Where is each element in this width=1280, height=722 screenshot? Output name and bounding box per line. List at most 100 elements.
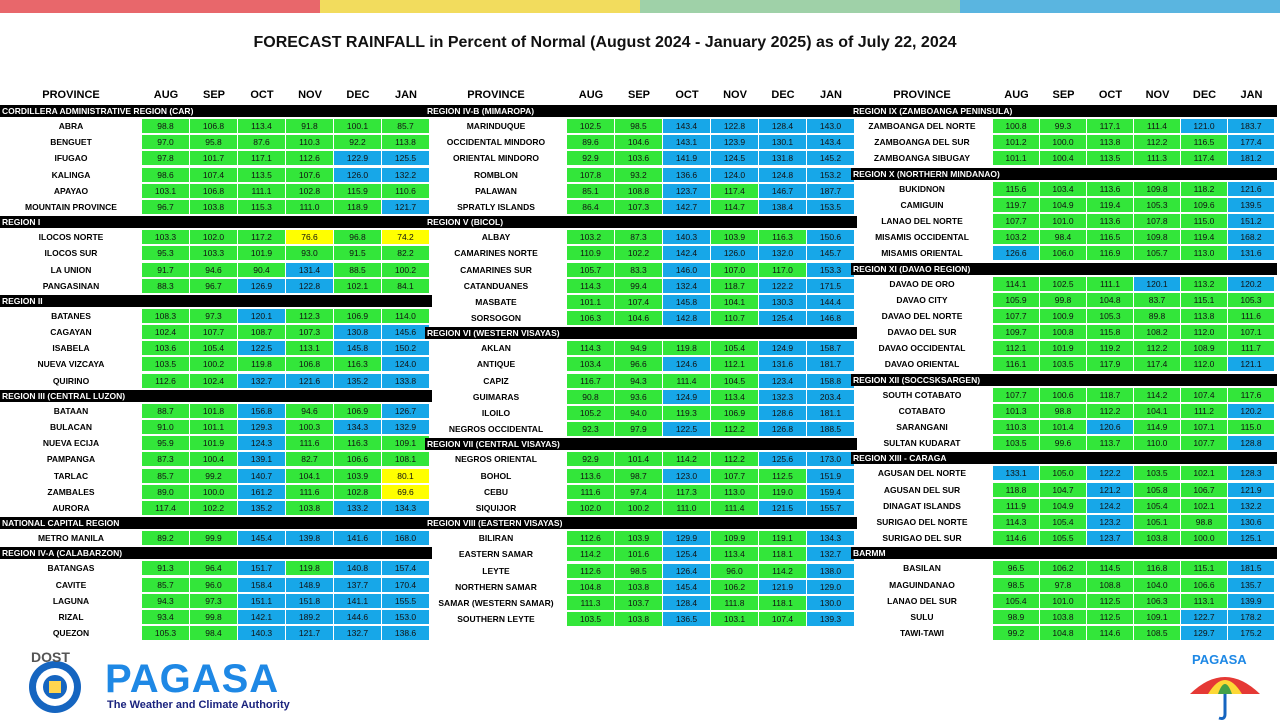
- rainfall-cell-oct: 143.4: [663, 119, 710, 133]
- rainfall-cell-nov: 76.6: [286, 230, 333, 245]
- rainfall-cell-dec: 118.1: [759, 595, 806, 610]
- rainfall-cell-oct: 111.1: [1087, 276, 1133, 291]
- rainfall-cell-oct: 119.2: [1087, 341, 1133, 356]
- rainfall-cell-dec: 111.2: [1181, 403, 1227, 418]
- rainfall-cell-dec: 118.9: [334, 199, 381, 214]
- rainfall-cell-sep: 108.8: [615, 183, 662, 198]
- rainfall-cell-sep: 100.2: [190, 357, 237, 372]
- rainfall-cell-jan: 150.6: [807, 230, 854, 245]
- rainfall-cell-jan: 132.9: [382, 420, 429, 434]
- province-name: ZAMBALES: [47, 486, 95, 497]
- rainfall-cell-sep: 100.0: [1040, 135, 1086, 150]
- province-name: PAMPANGA: [46, 454, 96, 465]
- table-row: MAGUINDANAO 98.5 97.8 108.8 104.0 106.6 135.7: [851, 577, 1277, 592]
- table-row: ZAMBOANGA SIBUGAY 101.1 100.4 113.5 111.3 117…: [851, 151, 1277, 166]
- rainfall-cell-sep: 100.9: [1040, 308, 1086, 323]
- province-name: ILOILO: [481, 408, 511, 418]
- rainfall-cell-nov: 124.0: [711, 167, 758, 182]
- rainfall-cell-sep: 96.6: [615, 357, 662, 372]
- rainfall-cell-aug: 126.6: [993, 246, 1039, 261]
- rainfall-cell-aug: 98.5: [993, 577, 1039, 592]
- rainfall-cell-aug: 95.3: [142, 246, 189, 261]
- rainfall-cell-sep: 101.4: [1040, 420, 1086, 434]
- rainfall-cell-dec: 132.0: [759, 246, 806, 261]
- province-name: AKLAN: [481, 343, 511, 354]
- rainfall-cell-jan: 145.7: [807, 246, 854, 261]
- province-name: MARINDUQUE: [466, 121, 526, 131]
- province-name: BASILAN: [903, 563, 941, 574]
- rainfall-cell-oct: 145.4: [663, 579, 710, 594]
- rainfall-cell-jan: 138.0: [807, 563, 854, 578]
- table-row: BENGUET 97.0 95.8 87.6 110.3 92.2 113.8: [0, 135, 432, 150]
- rainfall-cell-jan: 178.2: [1228, 609, 1274, 624]
- rainfall-cell-oct: 151.7: [238, 561, 285, 576]
- province-name: BILIRAN: [478, 533, 514, 544]
- rainfall-cell-sep: 97.3: [190, 308, 237, 323]
- rainfall-cell-sep: 101.9: [190, 436, 237, 451]
- province-name: SOUTHERN LEYTE: [457, 614, 535, 625]
- rainfall-cell-aug: 92.3: [567, 422, 614, 437]
- rainfall-cell-sep: 102.2: [615, 246, 662, 261]
- table-row: DAVAO OCCIDENTAL 112.1 101.9 119.2 112.2 108.…: [851, 341, 1277, 356]
- rainfall-cell-oct: 156.8: [238, 403, 285, 418]
- rainfall-cell-oct: 114.6: [1087, 626, 1133, 641]
- rainfall-cell-sep: 105.0: [1040, 466, 1086, 481]
- table-row: NEGROS OCCIDENTAL 92.3 97.9 122.5 112.2 126.8…: [425, 422, 857, 437]
- rainfall-cell-dec: 122.7: [1181, 609, 1227, 624]
- rainfall-cell-nov: 104.1: [286, 468, 333, 483]
- rainfall-cell-jan: 153.0: [382, 609, 429, 624]
- rainfall-cell-sep: 102.2: [190, 500, 237, 515]
- province-name: CAMARINES NORTE: [454, 248, 538, 259]
- table-row: APAYAO 103.1 106.8 111.1 102.8 115.9 110.6: [0, 183, 432, 198]
- rainfall-cell-jan: 173.0: [807, 452, 854, 467]
- month-header-aug: AUG: [1004, 89, 1029, 101]
- table-row: ZAMBALES 89.0 100.0 161.2 111.6 102.8 69.6: [0, 484, 432, 499]
- rainfall-cell-dec: 119.4: [1181, 230, 1227, 245]
- rainfall-cell-aug: 102.4: [142, 325, 189, 340]
- rainfall-cell-sep: 100.2: [615, 500, 662, 515]
- province-name: ANTIQUE: [476, 359, 516, 370]
- province-name: QUEZON: [52, 628, 90, 639]
- rainfall-cell-sep: 93.6: [615, 389, 662, 404]
- region-header: REGION XIII - CARAGA: [851, 452, 1277, 465]
- rainfall-cell-aug: 107.7: [993, 308, 1039, 323]
- rainfall-cell-oct: 139.1: [238, 452, 285, 467]
- rainfall-cell-jan: 132.7: [807, 547, 854, 562]
- rainfall-cell-dec: 141.6: [334, 531, 381, 546]
- table-row: TARLAC 85.7 99.2 140.7 104.1 103.9 80.1: [0, 468, 432, 483]
- table-row: AGUSAN DEL NORTE 133.1 105.0 122.2 103.5 102.…: [851, 466, 1277, 481]
- province-name: SARANGANI: [896, 422, 948, 432]
- rainfall-cell-jan: 138.6: [382, 626, 429, 641]
- rainfall-cell-sep: 101.0: [1040, 213, 1086, 228]
- rainfall-cell-oct: 117.2: [238, 230, 285, 245]
- table-row: ALBAY 103.2 87.3 140.3 103.9 116.3 150.6: [425, 230, 857, 245]
- rainfall-cell-dec: 122.2: [759, 278, 806, 293]
- rainfall-cell-aug: 85.7: [142, 468, 189, 483]
- rainfall-cell-dec: 106.6: [334, 452, 381, 467]
- rainfall-cell-dec: 116.3: [759, 230, 806, 245]
- rainfall-cell-jan: 132.2: [382, 167, 429, 182]
- rainfall-cell-sep: 101.8: [190, 403, 237, 418]
- rainfall-cell-oct: 146.0: [663, 262, 710, 277]
- rainfall-cell-nov: 116.8: [1134, 561, 1180, 576]
- month-header-jan: JAN: [1240, 89, 1263, 101]
- rainfall-cell-jan: 158.7: [807, 341, 854, 356]
- rainfall-cell-nov: 104.1: [711, 294, 758, 309]
- rainfall-cell-sep: 101.7: [190, 151, 237, 166]
- province-name: MAGUINDANAO: [889, 579, 955, 590]
- rainfall-cell-aug: 117.4: [142, 500, 189, 515]
- month-header-dec: DEC: [1192, 89, 1217, 101]
- province-name: ZAMBOANGA DEL SUR: [874, 137, 970, 148]
- table-row: CATANDUANES 114.3 99.4 132.4 118.7 122.2 171.5: [425, 278, 857, 293]
- table-row: SURIGAO DEL NORTE 114.3 105.4 123.2 105.1 98.…: [851, 514, 1277, 529]
- rainfall-cell-dec: 92.2: [334, 135, 381, 150]
- rainfall-cell-aug: 98.8: [142, 119, 189, 133]
- table-row: MISAMIS OCCIDENTAL 103.2 98.4 116.5 109.8 119…: [851, 230, 1277, 245]
- rainfall-cell-oct: 124.9: [663, 389, 710, 404]
- region-header: BARMM: [851, 547, 1277, 560]
- table-row: MASBATE 101.1 107.4 145.8 104.1 130.3 144.4: [425, 294, 857, 309]
- province-name: AGUSAN DEL NORTE: [877, 468, 967, 479]
- rainfall-cell-dec: 102.1: [1181, 498, 1227, 513]
- rainfall-cell-nov: 93.0: [286, 246, 333, 261]
- table-row: BATANGAS 91.3 96.4 151.7 119.8 140.8 157.4: [0, 561, 432, 576]
